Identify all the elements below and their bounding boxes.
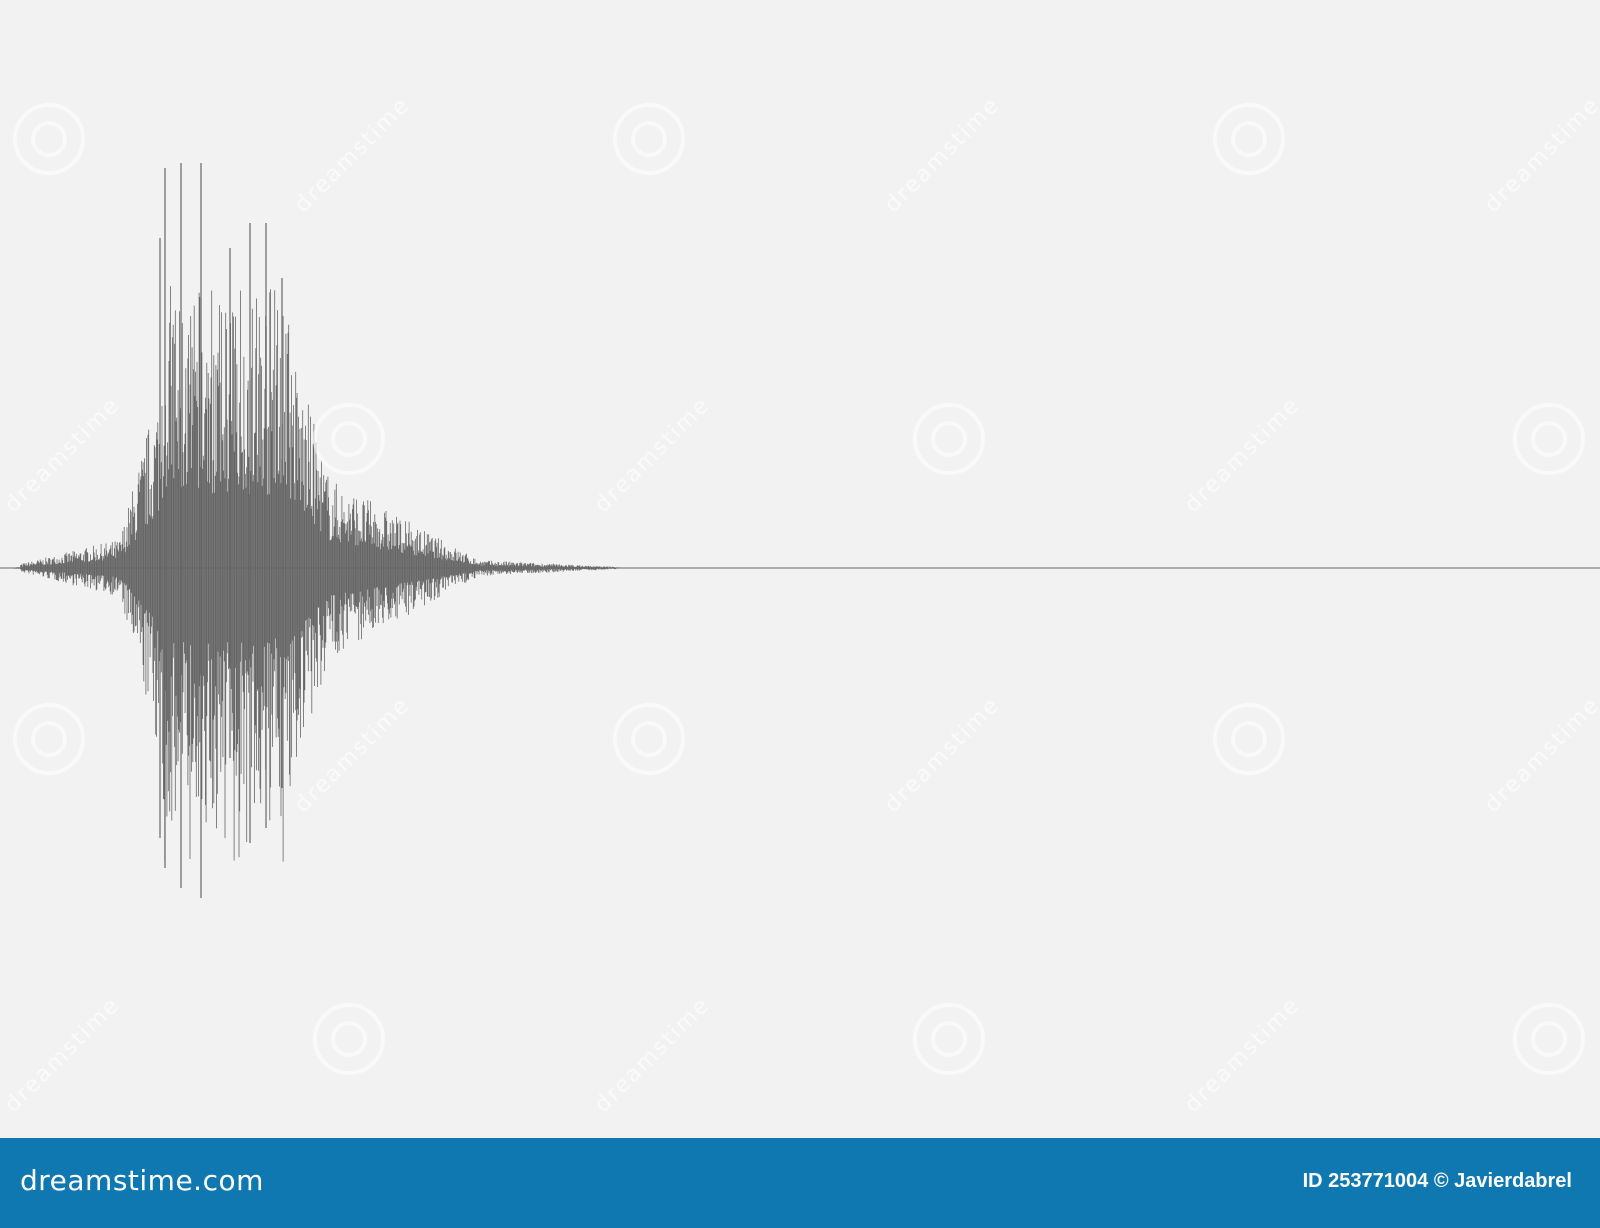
watermark-spiral-icon [1513,403,1585,475]
watermark-spiral-icon [313,1003,385,1075]
image-credit: ID 253771004 © Javierdabrel [1302,1170,1572,1192]
watermark-spiral-icon [613,103,685,175]
watermark-spiral-icon [1513,1003,1585,1075]
watermark-spiral-icon [313,403,385,475]
watermark-spiral-icon [13,103,85,175]
footer-bar: dreamstime.com ID 253771004 © Javierdabr… [0,1138,1600,1228]
dreamstime-logo: dreamstime.com [20,1164,264,1197]
waveform-samples [14,163,621,898]
watermark-spiral-icon [913,1003,985,1075]
audio-waveform [0,163,1600,898]
watermark-spiral-icon [613,703,685,775]
watermark-spiral-icon [13,703,85,775]
watermark-spiral-icon [913,403,985,475]
waveform-canvas [0,163,1600,898]
watermark-spiral-icon [1213,703,1285,775]
watermark-spiral-icon [1213,103,1285,175]
